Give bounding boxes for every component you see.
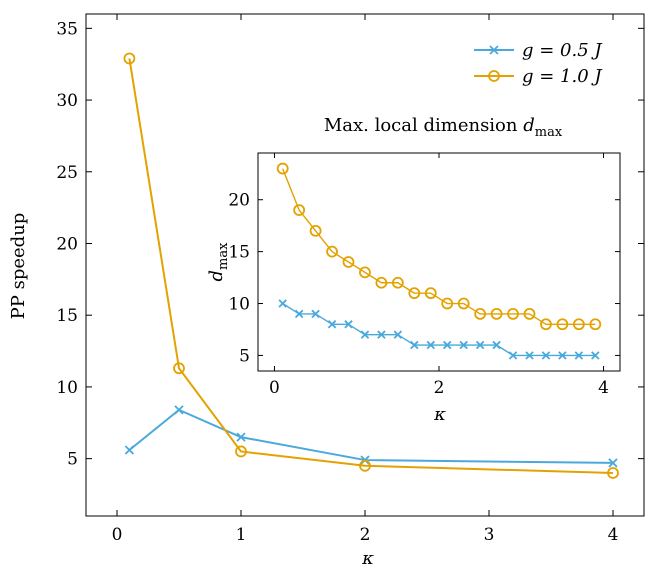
main-x-tick-label: 0: [112, 525, 123, 545]
main-x-ticks: 0 1 2 3 4: [112, 14, 619, 545]
main-series-1-point: [359, 459, 371, 472]
main-y-tick-label: 30: [56, 91, 78, 111]
inset-series-0-point: [426, 340, 436, 350]
legend: g = 0.5 J g = 1.0 J: [466, 30, 636, 92]
inset-series-0-point: [393, 330, 403, 339]
inset-series-0-point: [558, 351, 567, 360]
main-y-tick-label: 5: [67, 450, 78, 470]
inset-series-0-point: [344, 320, 353, 329]
inset-series-1-point: [342, 256, 355, 268]
inset-series-1-point: [507, 308, 519, 320]
inset-series-0-point: [377, 330, 386, 339]
inset-series-1-point: [391, 276, 404, 289]
inset-series-0-point: [574, 351, 584, 360]
main-series-0-point: [174, 405, 184, 415]
inset-series-1-point: [540, 318, 552, 331]
inset-series-0-point: [475, 340, 485, 350]
main-y-tick-label: 10: [56, 378, 78, 398]
legend-items: g = 0.5 J g = 1.0 J: [474, 40, 603, 87]
main-x-tick-label: 1: [236, 525, 247, 545]
inset-series-0-point: [459, 340, 468, 350]
inset-y-axis-label: dmax: [206, 242, 231, 282]
inset-series-1-point: [490, 308, 503, 320]
main-series-1-point: [235, 445, 247, 458]
main-y-tick-label: 20: [56, 234, 78, 254]
main-x-tick-label: 3: [484, 525, 495, 545]
main-y-axis-label: PP speedup: [8, 213, 29, 320]
inset-series-0-point: [278, 299, 287, 308]
main-series-0-point: [608, 458, 618, 468]
inset-series-1-point: [293, 204, 306, 216]
main-series-0-point: [124, 445, 135, 455]
main-series-1-point: [123, 52, 136, 65]
inset-series-1-point: [474, 308, 487, 320]
inset-series-1-point: [441, 297, 454, 310]
inset-y-tick-label: 20: [228, 191, 250, 211]
inset-series-line-0: [282, 302, 596, 357]
inset-x-tick-label: 0: [269, 378, 280, 398]
inset-series-0-point: [525, 351, 534, 360]
inset-series-1-point: [408, 287, 421, 300]
inset-x-axis-label: κ: [433, 404, 446, 425]
inset-x-ticks: 0 2 4: [269, 153, 609, 398]
inset-y-tick-label: 10: [228, 295, 250, 315]
inset-series-1-point: [589, 318, 602, 331]
inset-series-0-point: [311, 309, 320, 319]
legend-label-1: g = 1.0 J: [522, 66, 603, 87]
inset-series-0-point: [591, 351, 600, 360]
inset-series-1-point: [359, 266, 371, 279]
inset-series-0-point: [442, 340, 452, 350]
main-series-line-0: [128, 408, 614, 464]
inset-x-tick-label: 2: [434, 378, 445, 398]
main-x-tick-label: 2: [360, 525, 371, 545]
inset-series-0-point: [410, 340, 419, 350]
inset-series-0-point: [492, 340, 501, 350]
inset-y-tick-label: 15: [228, 243, 250, 263]
inset-y-ticks: 5 10 15 20: [228, 191, 620, 366]
main-series-0-point: [236, 432, 246, 442]
main-x-tick-label: 4: [608, 525, 619, 545]
inset-series-1-point: [424, 287, 437, 300]
main-series-1-point: [173, 362, 185, 375]
inset-series-1-point: [523, 308, 536, 320]
inset-x-tick-label: 4: [598, 378, 609, 398]
inset-series-layer: [276, 162, 602, 360]
inset-series-0-point: [294, 309, 304, 319]
legend-marker-1: [488, 70, 500, 82]
inset-y-tick-label: 5: [239, 346, 250, 366]
inset-series-1-point: [457, 297, 470, 310]
inset-series-1-point: [309, 224, 322, 237]
inset-series-1-point: [326, 245, 338, 258]
inset-series-0-point: [541, 351, 551, 360]
main-y-tick-label: 35: [56, 19, 78, 39]
inset-series-1-point: [556, 318, 569, 331]
main-y-tick-label: 15: [56, 306, 78, 326]
legend-marker-0: [489, 45, 499, 55]
inset-title: Max. local dimension dmax: [324, 115, 563, 140]
inset-series-0-point: [360, 330, 370, 339]
main-series-layer: [123, 52, 619, 479]
main-series-1-point: [607, 467, 619, 479]
inset-series-1-point: [572, 318, 585, 331]
main-y-tick-label: 25: [56, 163, 78, 183]
inset-series-1-point: [375, 276, 388, 289]
inset-series-0-point: [508, 351, 518, 360]
inset-series-0-point: [327, 320, 337, 329]
main-x-axis-label: κ: [361, 548, 374, 569]
legend-label-0: g = 0.5 J: [522, 40, 603, 61]
inset-series-1-point: [276, 162, 289, 175]
inset-background: [258, 150, 622, 372]
inset-series-line-1: [282, 168, 596, 325]
main-series-line-1: [128, 58, 614, 474]
